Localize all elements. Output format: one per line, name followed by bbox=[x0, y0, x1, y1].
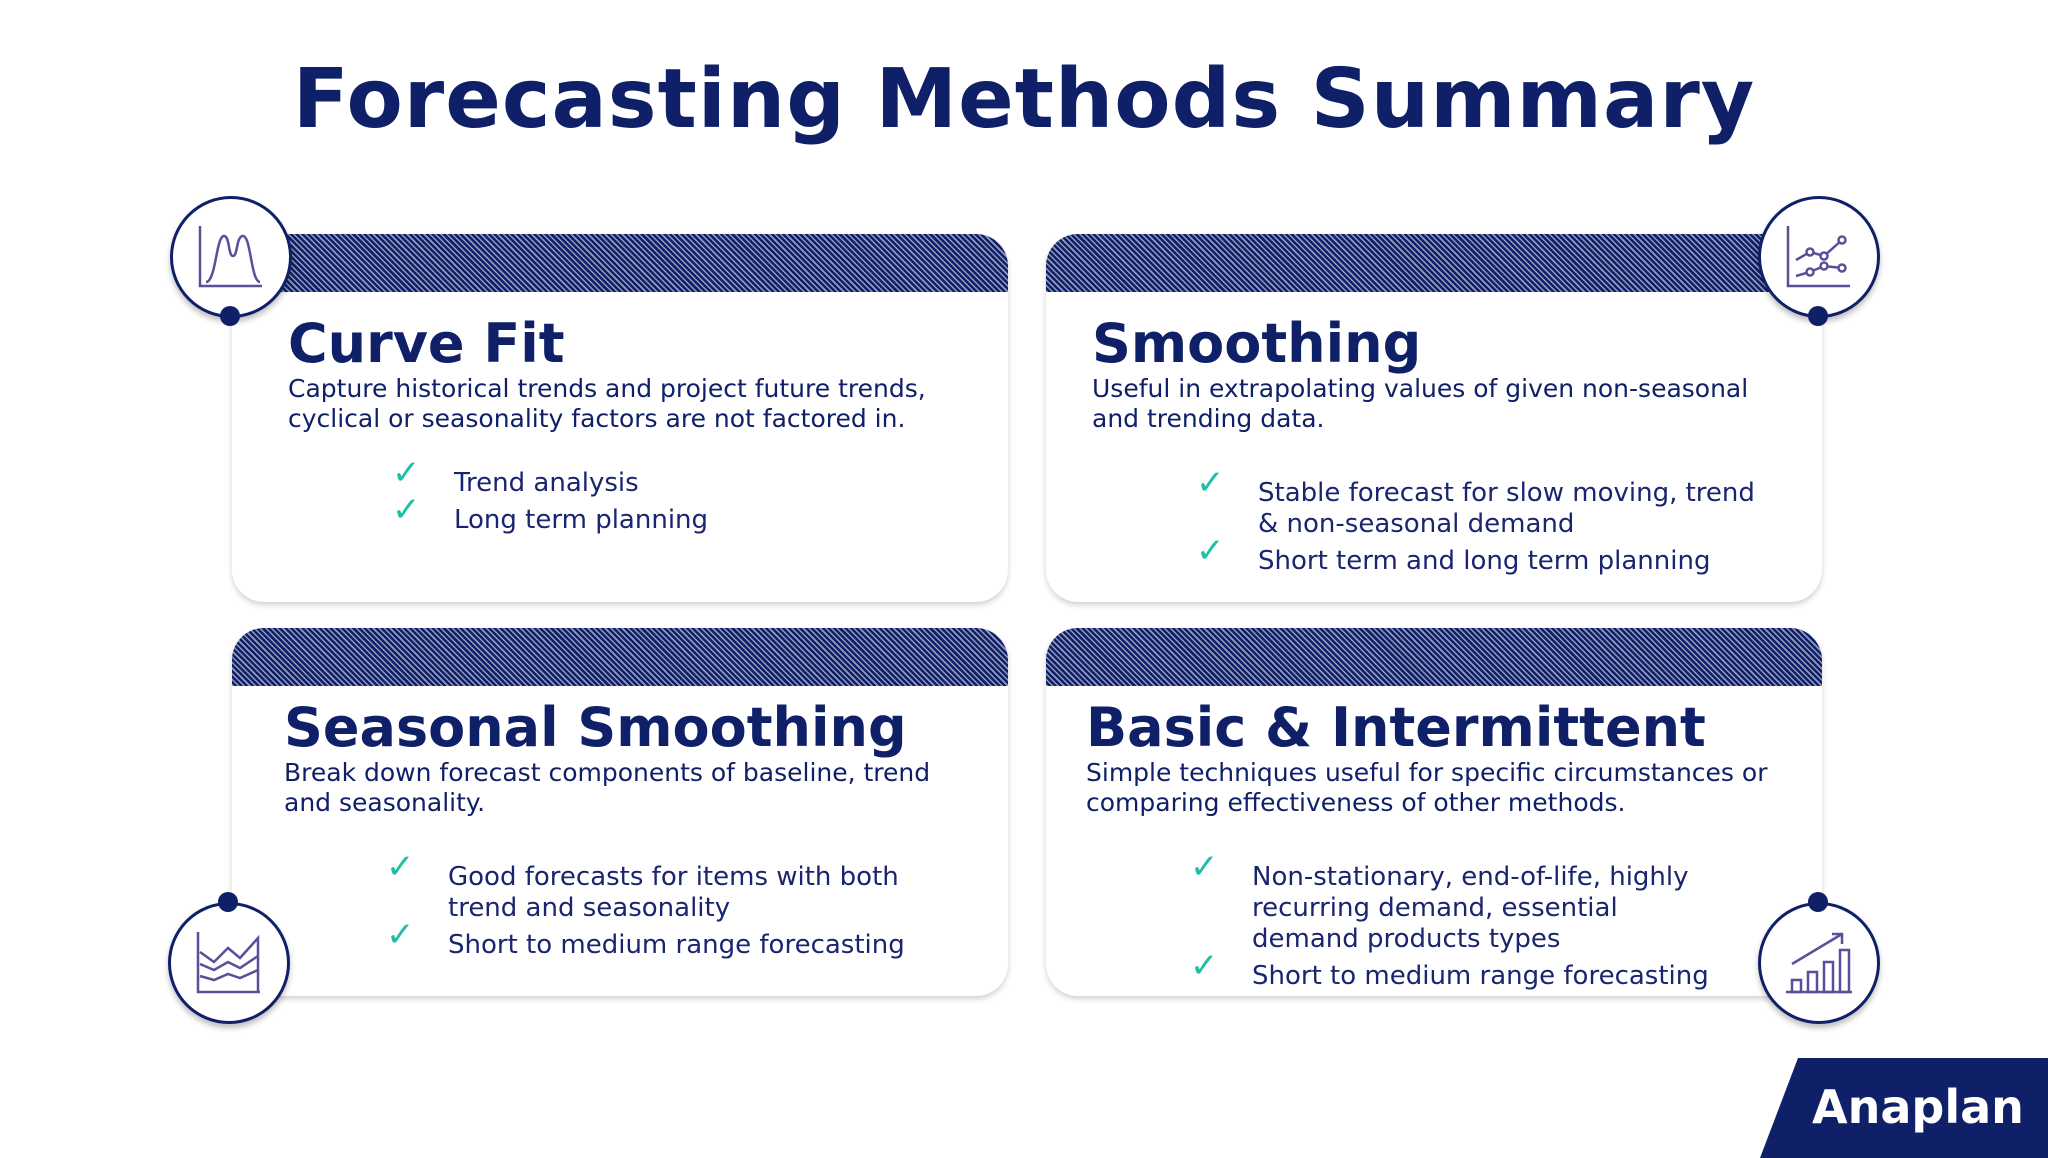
badge-smoothing bbox=[1758, 196, 1880, 318]
card-header-band bbox=[232, 234, 1008, 292]
check-icon: ✓ bbox=[1190, 946, 1219, 986]
card-heading: Smoothing bbox=[1092, 312, 1422, 375]
bullet-text: Short to medium range forecasting bbox=[448, 930, 905, 960]
logo-background bbox=[1760, 1058, 2048, 1158]
card-description: Capture historical trends and project fu… bbox=[288, 374, 926, 433]
list-item: ✓ Trend analysis bbox=[392, 456, 952, 499]
line-chart-icon bbox=[1786, 226, 1850, 288]
badge-curve-fit bbox=[170, 196, 292, 318]
bullet-list: ✓ Good forecasts for items with both tren… bbox=[386, 850, 966, 967]
card-basic-intermittent: Basic & Intermittent Simple techniques u… bbox=[1046, 628, 1822, 996]
bullet-list: ✓ Trend analysis ✓ Long term planning bbox=[392, 456, 952, 542]
connector-dot bbox=[218, 892, 238, 912]
bullet-text: Trend analysis bbox=[454, 468, 639, 498]
growth-bar-chart-icon bbox=[1786, 932, 1852, 994]
badge-seasonal-smoothing bbox=[168, 902, 290, 1024]
check-icon: ✓ bbox=[392, 453, 421, 493]
connector-dot bbox=[220, 306, 240, 326]
page-title: Forecasting Methods Summary bbox=[292, 52, 1756, 147]
check-icon: ✓ bbox=[386, 915, 415, 955]
card-heading: Basic & Intermittent bbox=[1086, 696, 1706, 759]
check-icon: ✓ bbox=[1196, 463, 1225, 503]
bullet-text: Good forecasts for items with both trend… bbox=[448, 862, 899, 923]
list-item: ✓ Stable forecast for slow moving, trend … bbox=[1196, 466, 1756, 540]
bullet-text: Stable forecast for slow moving, trend &… bbox=[1258, 478, 1755, 539]
check-icon: ✓ bbox=[392, 490, 421, 530]
connector-dot bbox=[1808, 306, 1828, 326]
card-header-band bbox=[232, 628, 1008, 686]
card-seasonal-smoothing: Seasonal Smoothing Break down forecast c… bbox=[232, 628, 1008, 996]
list-item: ✓ Long term planning bbox=[392, 493, 952, 536]
bullet-text: Non-stationary, end-of-life, highly recu… bbox=[1252, 862, 1689, 954]
card-description: Simple techniques useful for specific ci… bbox=[1086, 758, 1768, 817]
badge-basic-intermittent bbox=[1758, 902, 1880, 1024]
list-item: ✓ Non-stationary, end-of-life, highly rec… bbox=[1190, 850, 1710, 955]
card-description: Break down forecast components of baseli… bbox=[284, 758, 931, 817]
card-header-band bbox=[1046, 234, 1822, 292]
bullet-list: ✓ Stable forecast for slow moving, trend … bbox=[1196, 466, 1756, 583]
list-item: ✓ Short to medium range forecasting bbox=[386, 918, 966, 961]
check-icon: ✓ bbox=[1190, 847, 1219, 887]
list-item: ✓ Good forecasts for items with both tren… bbox=[386, 850, 966, 924]
area-chart-icon bbox=[196, 932, 260, 994]
card-heading: Curve Fit bbox=[288, 312, 565, 375]
card-description: Useful in extrapolating values of given … bbox=[1092, 374, 1749, 433]
anaplan-logo: Anaplan bbox=[1812, 1080, 2024, 1134]
bullet-text: Long term planning bbox=[454, 505, 709, 535]
bell-curve-chart-icon bbox=[198, 226, 262, 288]
check-icon: ✓ bbox=[386, 847, 415, 887]
list-item: ✓ Short term and long term planning bbox=[1196, 534, 1756, 577]
connector-dot bbox=[1808, 892, 1828, 912]
card-curve-fit: Curve Fit Capture historical trends and … bbox=[232, 234, 1008, 602]
bullet-text: Short term and long term planning bbox=[1258, 546, 1711, 576]
bullet-text: Short to medium range forecasting bbox=[1252, 961, 1709, 991]
list-item: ✓ Short to medium range forecasting bbox=[1190, 949, 1710, 992]
bullet-list: ✓ Non-stationary, end-of-life, highly rec… bbox=[1190, 850, 1710, 996]
card-header-band bbox=[1046, 628, 1822, 686]
card-smoothing: Smoothing Useful in extrapolating values… bbox=[1046, 234, 1822, 602]
check-icon: ✓ bbox=[1196, 531, 1225, 571]
card-heading: Seasonal Smoothing bbox=[284, 696, 907, 759]
